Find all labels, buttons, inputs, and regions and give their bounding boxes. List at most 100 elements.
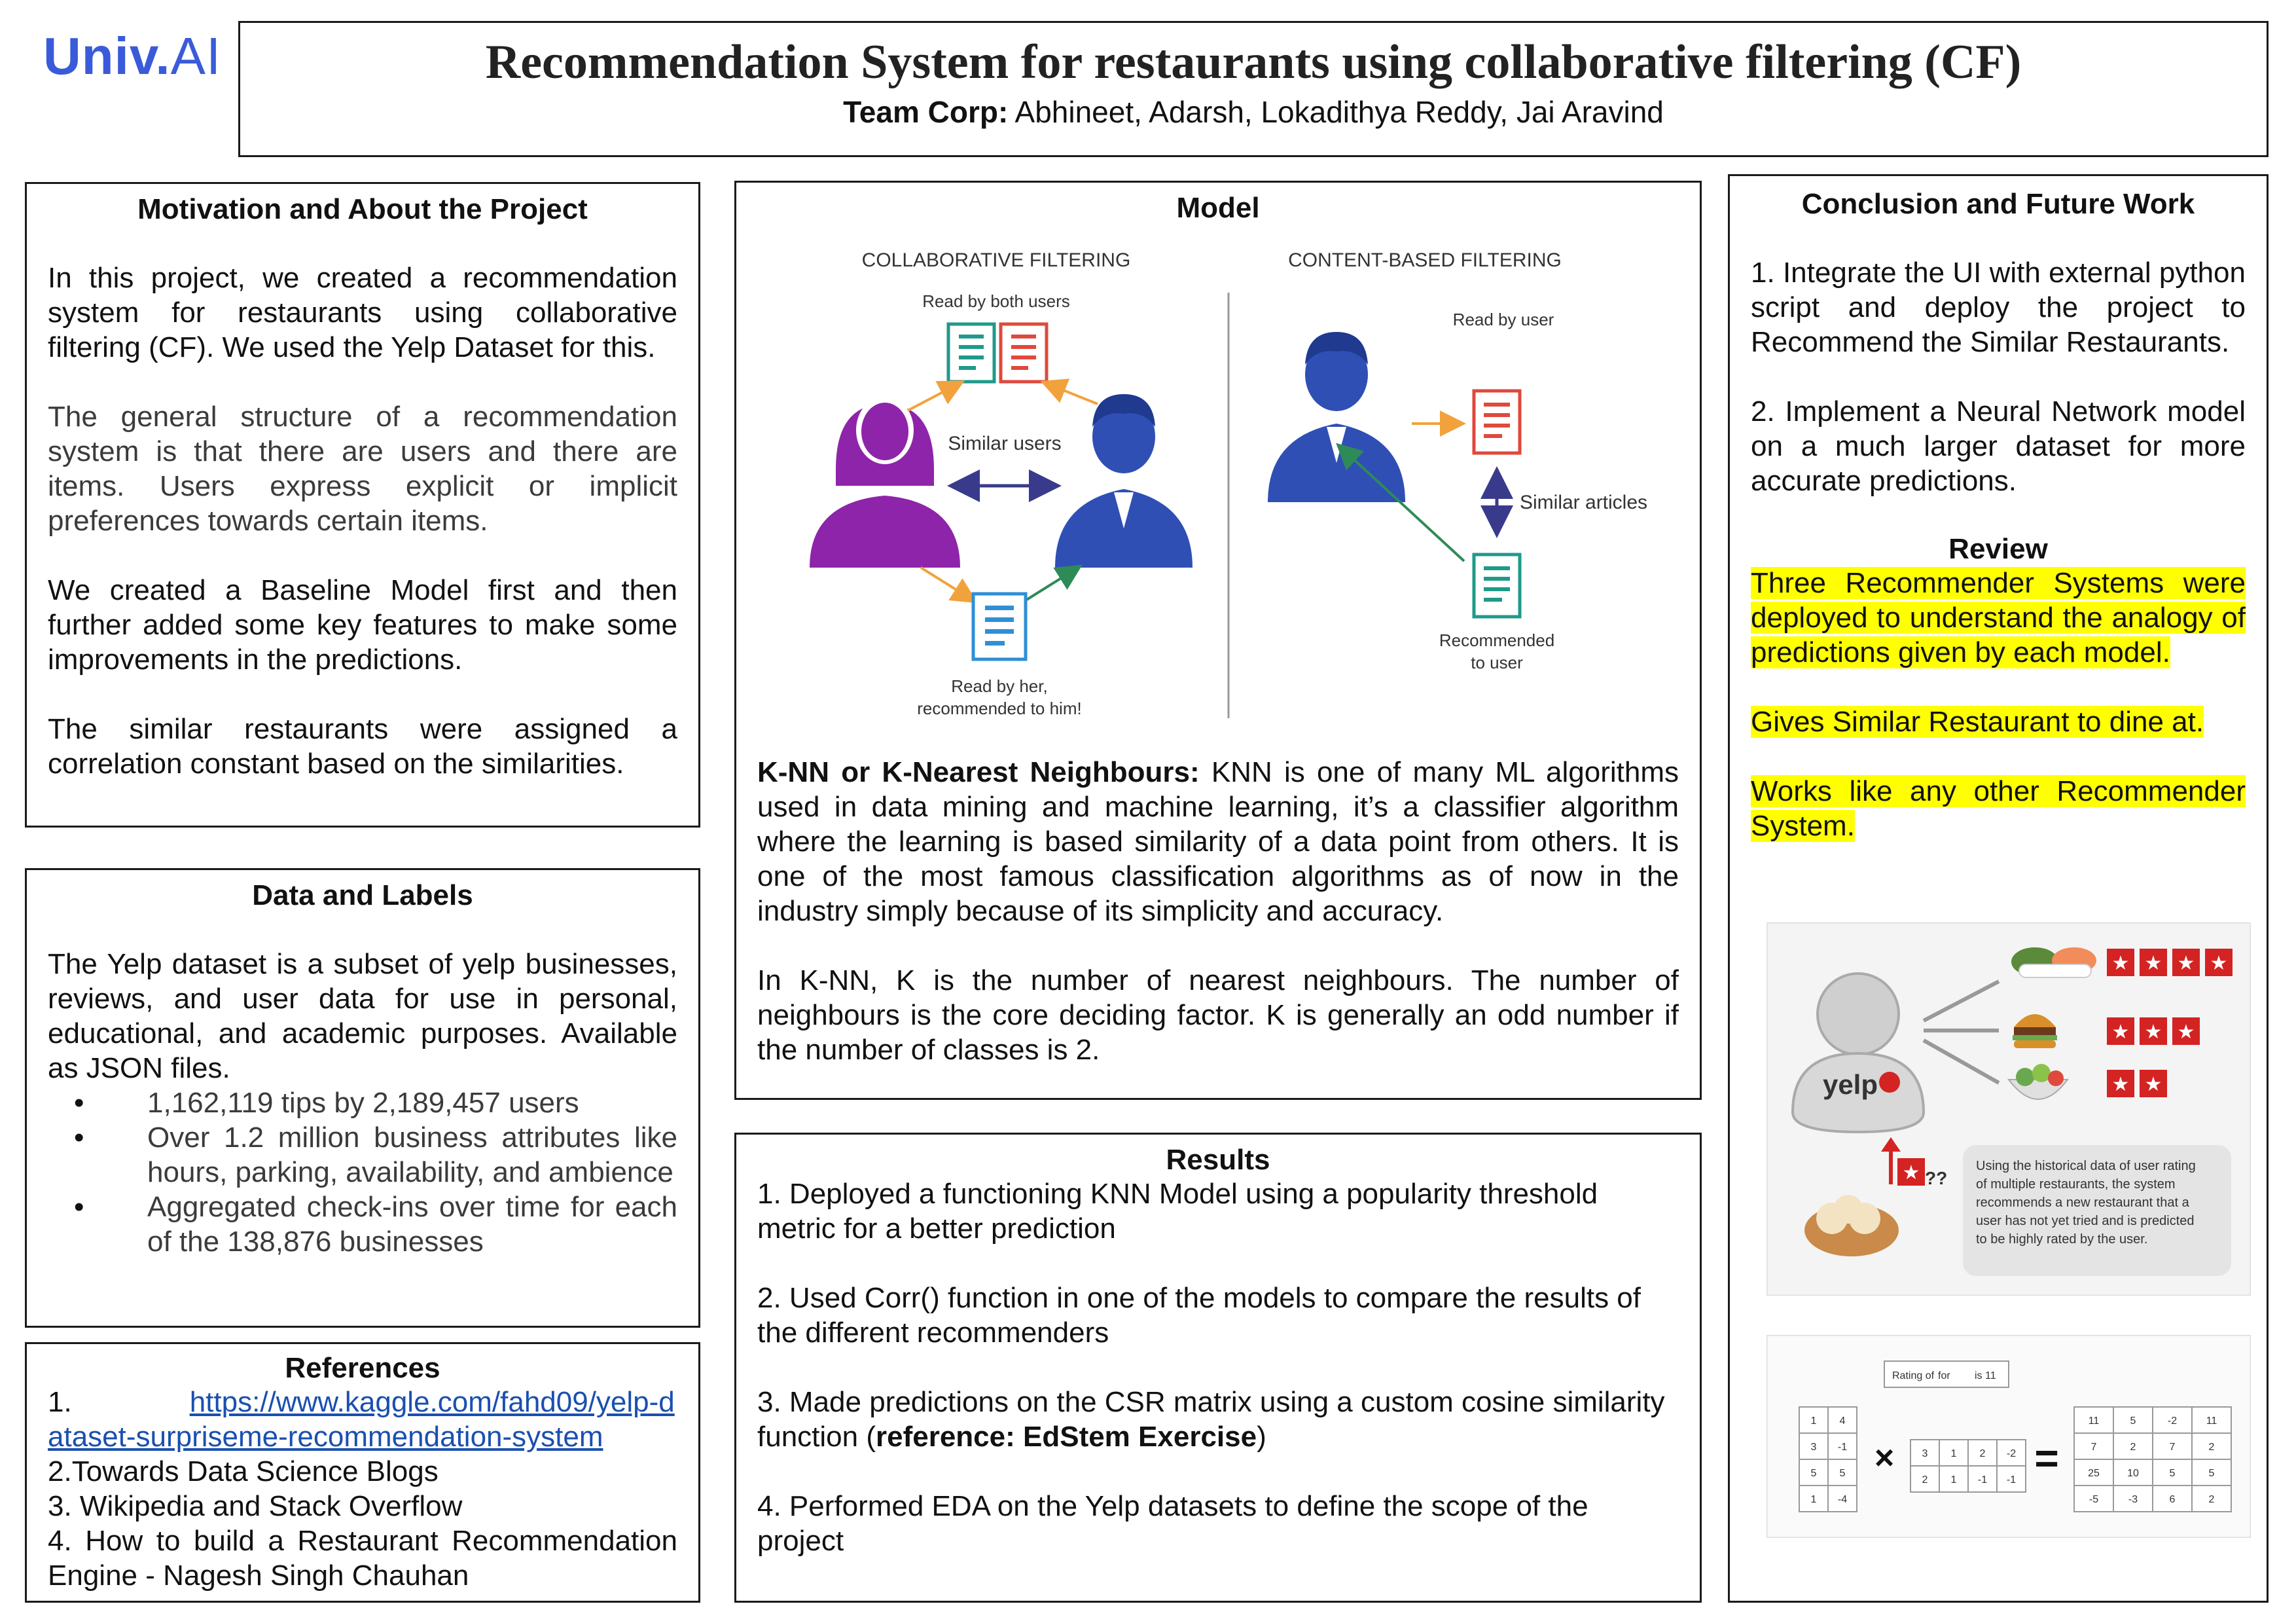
reference-1-link[interactable]: https://www.kaggle.com/fahd09/yelp-datas… — [48, 1386, 675, 1453]
model-section: Model COLLABORATIVE FILTERING CONTENT-BA… — [734, 181, 1702, 1100]
read-by-her-label-1: Read by her, — [951, 676, 1047, 696]
motivation-title: Motivation and About the Project — [137, 193, 588, 225]
motivation-p4: The similar restaurants were assigned a … — [48, 713, 677, 780]
conclusion-section: Conclusion and Future Work 1. Integrate … — [1728, 174, 2269, 1603]
dumpling-basket-icon — [1804, 1195, 1899, 1256]
matrix-value: 5 — [1840, 1468, 1846, 1479]
read-by-her-label-2: recommended to him! — [917, 699, 1081, 718]
matrix-value: 5 — [2209, 1468, 2215, 1479]
matrix-value: -4 — [1838, 1494, 1847, 1505]
matrix-cell — [1799, 1459, 1829, 1486]
matrix-cell — [1827, 1432, 1857, 1460]
univ-ai-logo: Univ.AI — [43, 27, 222, 85]
similar-articles-label: Similar articles — [1520, 492, 1647, 513]
motivation-p1: In this project, we created a recommenda… — [48, 262, 677, 363]
knn-label: K-NN or K-Nearest Neighbours: — [757, 756, 1200, 788]
recommended-label-2: to user — [1471, 653, 1523, 672]
matrix-value: 7 — [2170, 1442, 2176, 1453]
male-user-icon — [1055, 394, 1193, 568]
matrix-cell — [2191, 1485, 2232, 1512]
motivation-p2: The general structure of a recommendatio… — [48, 401, 677, 537]
star-glyph: ★ — [2112, 1074, 2130, 1095]
matrix-value: 3 — [1811, 1442, 1817, 1453]
matrix-cell — [2073, 1432, 2114, 1460]
caption-line: Using the historical data of user rating — [1976, 1159, 2196, 1173]
model-title: Model — [1176, 192, 1260, 224]
result-3: 3. Made predictions on the CSR matrix us… — [757, 1385, 1679, 1454]
arrow — [1024, 564, 1083, 602]
arrow — [1040, 378, 1098, 405]
matrix-value: 5 — [2130, 1415, 2136, 1427]
caption-bubble — [1963, 1145, 2231, 1276]
matrix-value: 1 — [1951, 1474, 1957, 1486]
matrix-cell — [1967, 1465, 1998, 1493]
similar-users-label: Similar users — [948, 433, 1061, 454]
user-matrix: 1 4 3 -1 5 5 1 -4 — [1799, 1406, 1857, 1512]
matrix-cell — [2073, 1485, 2114, 1512]
arrow — [1336, 443, 1465, 562]
matrix-value: 11 — [2206, 1415, 2217, 1427]
star-glyph: ★ — [2210, 953, 2228, 974]
review-item-1-text: Three Recommender Systems were deployed … — [1751, 567, 2246, 668]
matrix-value: 5 — [2170, 1468, 2176, 1479]
result-1: 1. Deployed a functioning KNN Model usin… — [757, 1178, 1598, 1245]
data-bullet-list: 1,162,119 tips by 2,189,457 users Over 1… — [74, 1085, 677, 1259]
arrow — [1922, 1038, 2000, 1085]
list-item: 1,162,119 tips by 2,189,457 users — [74, 1085, 677, 1120]
results-section: Results 1. Deployed a functioning KNN Mo… — [734, 1133, 1702, 1603]
arrow — [1922, 979, 2000, 1023]
poster-header: Recommendation System for restaurants us… — [238, 21, 2269, 157]
matrix-value: 2 — [1922, 1474, 1928, 1486]
matrix-value: 2 — [1980, 1448, 1986, 1459]
result-3-bold: reference: EdStem Exercise — [875, 1421, 1257, 1453]
matrix-cell — [2113, 1432, 2153, 1460]
references-section: References 1. https://www.kaggle.com/fahd… — [25, 1342, 700, 1603]
data-labels-title: Data and Labels — [252, 879, 473, 911]
matrix-value: 4 — [1840, 1415, 1846, 1427]
star-icon — [1897, 1158, 1925, 1186]
star-glyph: ★ — [2145, 1021, 2162, 1043]
review-item-2-text: Gives Similar Restaurant to dine at. — [1751, 706, 2204, 738]
cbf-heading: CONTENT-BASED FILTERING — [1288, 249, 1562, 271]
matrix-value: -3 — [2128, 1494, 2138, 1505]
knn-paragraph-2: In K-NN, K is the number of nearest neig… — [757, 964, 1679, 1066]
burger-icon — [2013, 1014, 2057, 1048]
star-glyph: ★ — [2178, 1021, 2195, 1043]
rating-label-post: is 11 — [1975, 1370, 1996, 1381]
review-item-3: Works like any other Recommender System. — [1751, 774, 2246, 843]
matrix-value: 2 — [2209, 1494, 2215, 1505]
knn-paragraph: K-NN or K-Nearest Neighbours: KNN is one… — [757, 755, 1679, 928]
reference-1: 1. https://www.kaggle.com/fahd09/yelp-dat… — [48, 1385, 677, 1454]
star-glyph: ★ — [2112, 953, 2130, 974]
rating-label-box — [1884, 1360, 2009, 1388]
yelp-brand: yelp — [1823, 1069, 1878, 1100]
result-2: 2. Used Corr() function in one of the mo… — [757, 1282, 1641, 1349]
star-icon — [2172, 949, 2200, 976]
conclusion-item-1: 1. Integrate the UI with external python… — [1751, 257, 2246, 358]
matrix-cell — [2152, 1406, 2193, 1434]
star-glyph: ★ — [2178, 953, 2195, 974]
matrix-value: -1 — [1838, 1442, 1847, 1453]
item-matrix: 3 1 2 -2 2 1 -1 -1 — [1910, 1439, 2026, 1493]
times-symbol: × — [1874, 1439, 1894, 1477]
matrix-value: 7 — [2091, 1442, 2097, 1453]
rating-label-pre: Rating of — [1892, 1370, 1935, 1381]
arrow — [920, 566, 978, 604]
matrix-cell — [2191, 1432, 2232, 1460]
result-4: 4. Performed EDA on the Yelp datasets to… — [757, 1490, 1588, 1557]
matrix-value: -1 — [1978, 1474, 1987, 1486]
read-by-both-label: Read by both users — [922, 291, 1069, 311]
matrix-value: 3 — [1922, 1448, 1928, 1459]
caption-line: to be highly rated by the user. — [1976, 1232, 2147, 1247]
document-blue-icon — [971, 592, 1028, 661]
user-icon — [1268, 332, 1405, 502]
motivation-p3: We created a Baseline Model first and th… — [48, 574, 677, 676]
rating-stars: ★ ★ ★ ★ ★ ★ ★ ★ ★ ★ — [1897, 949, 2233, 1186]
star-glyph: ★ — [2112, 1021, 2130, 1043]
team-label: Team Corp: — [843, 95, 1009, 129]
equals-symbol: = — [2034, 1434, 2058, 1482]
star-icon — [2172, 1017, 2200, 1045]
matrix-value: 10 — [2127, 1468, 2139, 1479]
review-item-1: Three Recommender Systems were deployed … — [1751, 566, 2246, 670]
review-item-3-text: Works like any other Recommender System. — [1751, 775, 2246, 842]
